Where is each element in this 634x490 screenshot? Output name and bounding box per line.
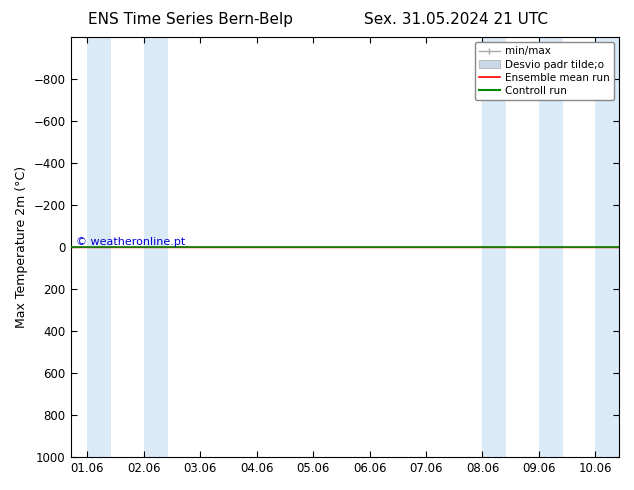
Bar [595,37,619,457]
Text: Sex. 31.05.2024 21 UTC: Sex. 31.05.2024 21 UTC [365,12,548,27]
Legend: min/max, Desvio padr tilde;o, Ensemble mean run, Controll run: min/max, Desvio padr tilde;o, Ensemble m… [475,42,614,100]
Bar [539,37,562,457]
Bar [87,37,111,457]
Text: ENS Time Series Bern-Belp: ENS Time Series Bern-Belp [87,12,293,27]
Bar [144,37,167,457]
Bar [482,37,506,457]
Y-axis label: Max Temperature 2m (°C): Max Temperature 2m (°C) [15,166,28,328]
Text: © weatheronline.pt: © weatheronline.pt [76,237,185,247]
